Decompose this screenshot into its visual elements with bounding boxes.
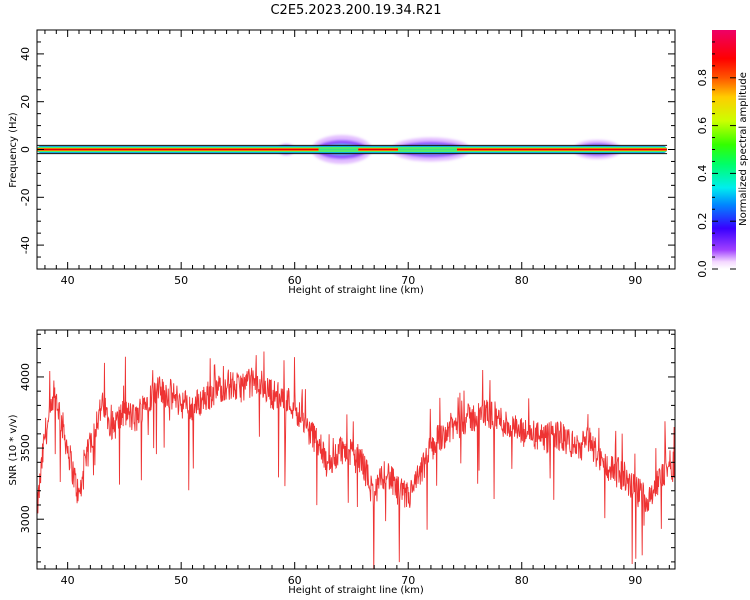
snr-y-tick-label: 4000: [19, 363, 32, 391]
snr-x-axis-label: Height of straight line (km): [288, 585, 424, 596]
snr-x-tick-label: 80: [515, 574, 529, 587]
colorbar-label: Normalized spectral amplitude: [738, 72, 749, 226]
main-band-core-patch: [318, 148, 359, 151]
main-band-core-patch: [398, 148, 458, 151]
colorbar-ticks: 0.0 0.2 0.4 0.6 0.8: [696, 41, 736, 278]
snr-x-tick-label: 60: [288, 574, 302, 587]
spectrogram-y-tick-label: 20: [19, 95, 32, 109]
snr-frame: [36, 329, 676, 570]
spectrogram-x-axis-label: Height of straight line (km): [288, 285, 424, 296]
snr-y-tick-label: 3000: [19, 505, 32, 533]
colorbar-gradient: [712, 30, 736, 269]
colorbar-tick-label: 0.8: [696, 69, 709, 87]
spectrogram-ticks: 40 50 60 70 80 90 -40 -20 0 20 40: [19, 29, 675, 287]
snr-x-tick-label: 90: [628, 574, 642, 587]
spectrogram-y-tick-label: -40: [19, 236, 32, 254]
snr-y-axis-label: SNR (10 * v/v): [8, 414, 19, 485]
snr-series-line: [37, 351, 675, 569]
snr-plot-area: [37, 351, 675, 569]
spectrogram-panel: 40 50 60 70 80 90 -40 -20 0 20 40 Height of straig…: [8, 29, 676, 296]
spectrogram-x-tick-label: 90: [628, 274, 642, 287]
colorbar-tick-label: 0.0: [696, 260, 709, 278]
snr-x-tick-label: 40: [61, 574, 75, 587]
spectrogram-x-tick-label: 80: [515, 274, 529, 287]
spectrogram-x-tick-label: 50: [174, 274, 188, 287]
spectrogram-y-tick-label: -20: [19, 188, 32, 206]
snr-panel: 40 50 60 70 80 90 3000 3500 4000 Height of strai…: [8, 329, 676, 596]
figure-title: C2E5.2023.200.19.34.R21: [270, 3, 441, 18]
spectrogram-x-tick-label: 70: [401, 274, 415, 287]
colorbar-tick-label: 0.2: [696, 212, 709, 230]
snr-ticks: 40 50 60 70 80 90 3000 3500 4000: [19, 330, 675, 587]
colorbar-tick-label: 0.4: [696, 165, 709, 183]
colorbar: 0.0 0.2 0.4 0.6 0.8 Normalized spectral ampl…: [696, 30, 749, 278]
spectrogram-y-tick-label: 40: [19, 47, 32, 61]
snr-x-tick-label: 50: [174, 574, 188, 587]
spectrogram-y-axis-label: Frequency (Hz): [8, 112, 19, 188]
spectrogram-x-tick-label: 40: [61, 274, 75, 287]
snr-y-tick-label: 3500: [19, 434, 32, 462]
snr-x-tick-label: 70: [401, 574, 415, 587]
spectrogram-x-tick-label: 60: [288, 274, 302, 287]
colorbar-tick-label: 0.6: [696, 117, 709, 135]
spectrogram-plot-area: [37, 135, 668, 164]
spectrogram-y-tick-label: 0: [19, 146, 32, 153]
